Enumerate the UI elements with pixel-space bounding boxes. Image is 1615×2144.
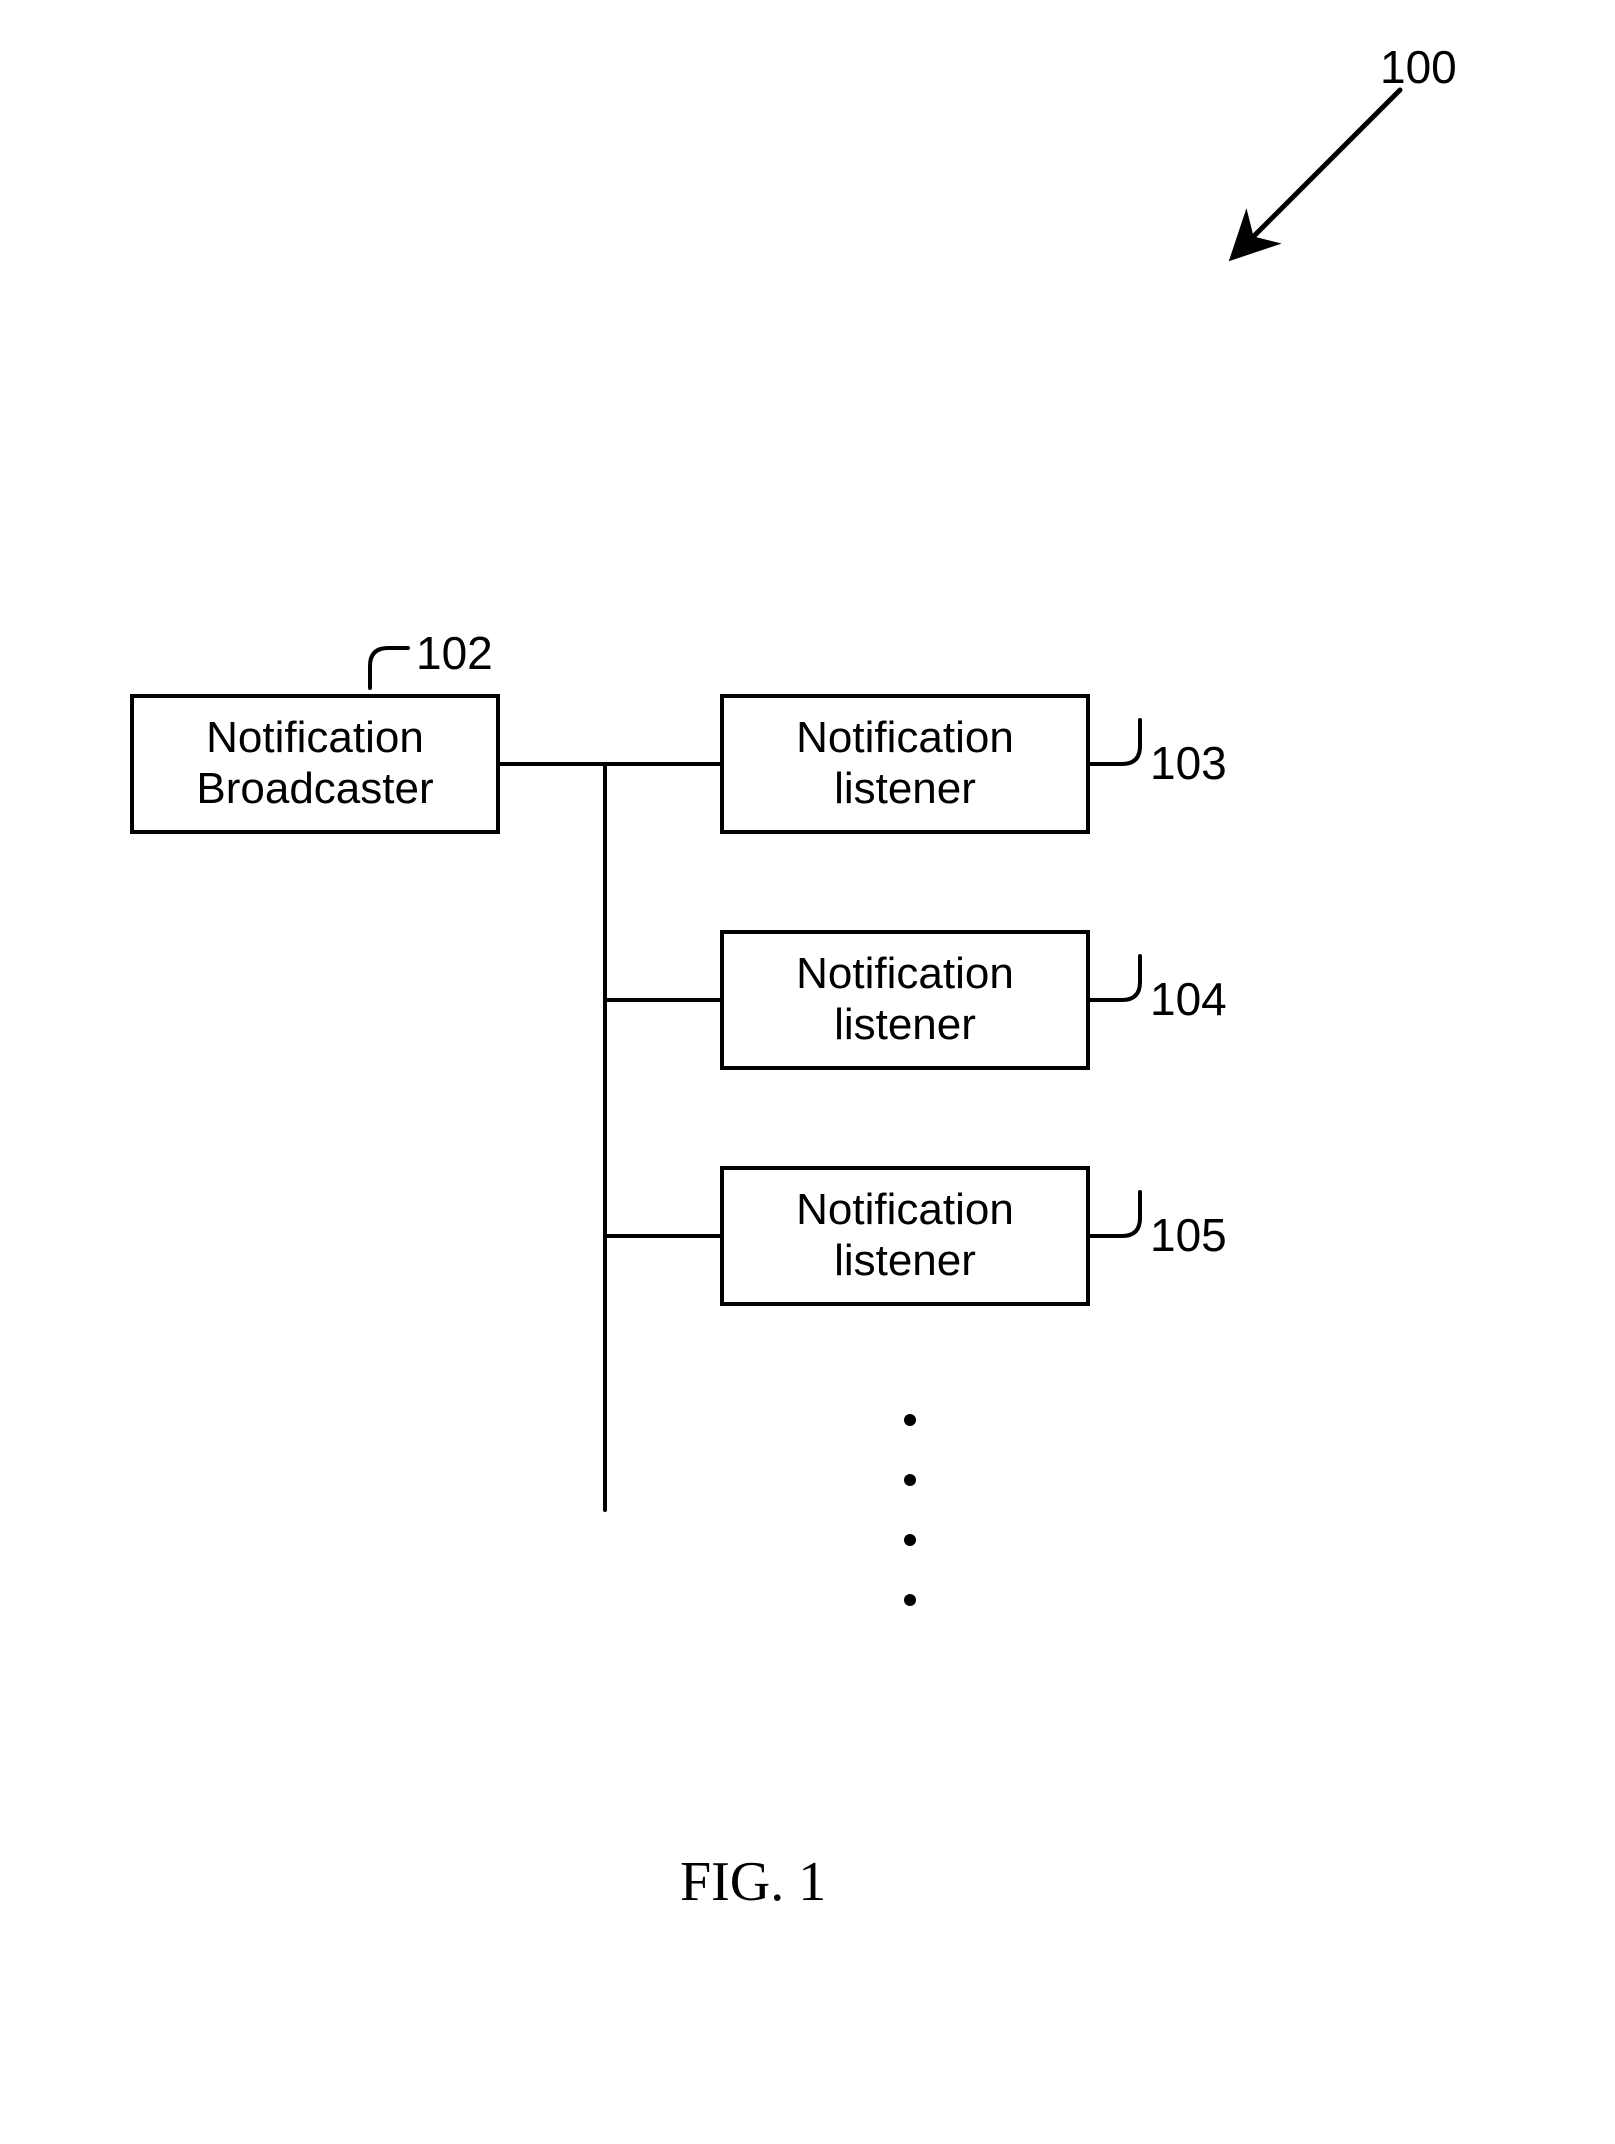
- listener-1-label-line1: Notification: [796, 949, 1014, 998]
- listener-box-2: Notification listener: [720, 1166, 1090, 1306]
- ref-100-label: 100: [1380, 40, 1457, 94]
- listener-2-label-line1: Notification: [796, 1185, 1014, 1234]
- listener-box-0: Notification listener: [720, 694, 1090, 834]
- listener-1-label-line2: listener: [834, 1000, 976, 1049]
- broadcaster-box: Notification Broadcaster: [130, 694, 500, 834]
- broadcaster-label-line1: Notification: [206, 713, 424, 762]
- listener-0-label-line1: Notification: [796, 713, 1014, 762]
- figure-title: FIG. 1: [680, 1850, 826, 1914]
- ref-102-label: 102: [416, 626, 493, 680]
- ref-104-label: 104: [1150, 972, 1227, 1026]
- listener-box-1: Notification listener: [720, 930, 1090, 1070]
- ref-103-label: 103: [1150, 736, 1227, 790]
- broadcaster-label-line2: Broadcaster: [196, 764, 433, 813]
- listener-2-label-line2: listener: [834, 1236, 976, 1285]
- diagram-connectors: [0, 0, 1615, 2144]
- ref-105-label: 105: [1150, 1208, 1227, 1262]
- listener-0-label-line2: listener: [834, 764, 976, 813]
